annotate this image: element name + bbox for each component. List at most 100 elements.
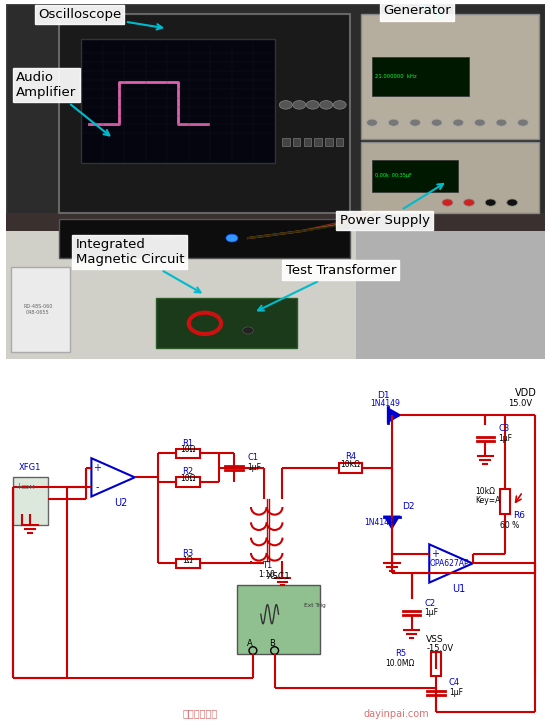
Text: PPULI: PPULI — [81, 236, 96, 241]
Text: D1: D1 — [377, 391, 389, 400]
Bar — [361, 14, 539, 138]
Text: U2: U2 — [114, 498, 128, 508]
Circle shape — [431, 119, 442, 126]
Text: T1: T1 — [262, 561, 272, 571]
Circle shape — [475, 119, 485, 126]
Bar — [336, 138, 343, 146]
Text: 21.000000  kHz: 21.000000 kHz — [375, 74, 416, 79]
Text: 10kΩ: 10kΩ — [340, 460, 360, 469]
Text: 60 %: 60 % — [500, 521, 519, 530]
Text: A: A — [247, 639, 253, 647]
Bar — [339, 463, 362, 473]
Text: ~~ ~~ ~~: ~~ ~~ ~~ — [13, 475, 48, 480]
Bar — [372, 57, 469, 96]
Text: Key=A: Key=A — [476, 496, 501, 505]
Bar — [6, 231, 544, 359]
Bar — [293, 138, 300, 146]
Bar — [325, 138, 333, 146]
Text: 1:10: 1:10 — [258, 570, 275, 579]
Circle shape — [410, 119, 421, 126]
Text: VDD: VDD — [515, 388, 537, 398]
Polygon shape — [385, 517, 399, 528]
Bar — [356, 231, 544, 359]
Text: Test Transformer: Test Transformer — [258, 264, 396, 310]
Circle shape — [442, 199, 453, 206]
Circle shape — [388, 119, 399, 126]
Circle shape — [226, 234, 238, 242]
Circle shape — [518, 119, 529, 126]
Text: C1: C1 — [247, 453, 258, 462]
Bar — [361, 142, 539, 213]
Text: XSC1: XSC1 — [267, 572, 290, 581]
Circle shape — [507, 199, 518, 206]
Text: R2: R2 — [183, 468, 194, 476]
Bar — [176, 559, 200, 568]
Text: D2: D2 — [402, 502, 414, 511]
Text: PTi:1000: PTi:1000 — [151, 236, 175, 241]
Bar — [59, 14, 350, 213]
Bar — [176, 449, 200, 458]
Text: +: + — [94, 463, 101, 473]
Circle shape — [485, 199, 496, 206]
Text: C3: C3 — [498, 424, 509, 434]
Text: 模型打印分享: 模型打印分享 — [182, 708, 217, 718]
Circle shape — [367, 119, 377, 126]
Circle shape — [196, 318, 213, 329]
Text: 1µF: 1µF — [498, 434, 512, 443]
Text: 0.00k  00:35µF: 0.00k 00:35µF — [375, 173, 411, 178]
Circle shape — [279, 101, 292, 109]
Circle shape — [453, 119, 464, 126]
Bar — [304, 138, 311, 146]
Text: COM: COM — [21, 485, 36, 490]
Text: 1µF: 1µF — [425, 608, 438, 617]
Text: OPA627AP: OPA627AP — [429, 559, 469, 568]
Text: 1N4149: 1N4149 — [370, 399, 400, 407]
Text: XFG1: XFG1 — [19, 463, 41, 472]
Text: 10Ω: 10Ω — [180, 474, 196, 483]
Circle shape — [464, 199, 475, 206]
Text: -: - — [433, 568, 437, 578]
Text: Audio
Amplifier: Audio Amplifier — [16, 71, 109, 136]
Text: RD-48S-060
048-0655: RD-48S-060 048-0655 — [23, 304, 53, 315]
Text: 1N4149: 1N4149 — [364, 518, 394, 527]
Circle shape — [306, 101, 319, 109]
Text: -15.0V: -15.0V — [426, 644, 453, 652]
Bar — [13, 477, 48, 525]
Text: Ext Trig: Ext Trig — [304, 603, 326, 608]
Bar — [176, 477, 200, 487]
Text: R3: R3 — [182, 549, 194, 558]
Text: 15.0V: 15.0V — [509, 399, 533, 407]
Text: B: B — [269, 639, 274, 647]
Text: C2: C2 — [425, 599, 436, 608]
Text: Function
Generator: Function Generator — [383, 0, 450, 17]
Text: R4: R4 — [345, 452, 356, 461]
Bar — [500, 489, 510, 514]
Text: dayinpai.com: dayinpai.com — [364, 708, 430, 718]
Bar — [81, 39, 275, 164]
Circle shape — [320, 101, 333, 109]
Text: Integrated
Magnetic Circuit: Integrated Magnetic Circuit — [75, 238, 201, 292]
Text: R5: R5 — [395, 650, 406, 658]
Text: +: + — [431, 549, 439, 559]
Bar — [59, 218, 350, 257]
Text: 10kΩ: 10kΩ — [476, 486, 496, 496]
Circle shape — [293, 101, 306, 109]
Text: VSS: VSS — [426, 635, 444, 644]
Text: 1Ω: 1Ω — [183, 555, 193, 565]
Bar — [11, 267, 70, 352]
Polygon shape — [388, 408, 400, 422]
Bar — [282, 138, 289, 146]
Circle shape — [333, 101, 346, 109]
Text: +: + — [15, 482, 22, 491]
Text: U1: U1 — [452, 584, 465, 594]
Text: 1µF: 1µF — [449, 687, 463, 697]
Text: C4: C4 — [449, 678, 460, 687]
Bar — [237, 586, 320, 655]
Bar — [372, 160, 458, 192]
Bar — [431, 652, 441, 676]
Bar — [6, 231, 356, 359]
Polygon shape — [91, 458, 135, 497]
Bar — [156, 299, 296, 348]
Polygon shape — [429, 544, 472, 583]
Text: Oscilloscope: Oscilloscope — [38, 8, 162, 30]
